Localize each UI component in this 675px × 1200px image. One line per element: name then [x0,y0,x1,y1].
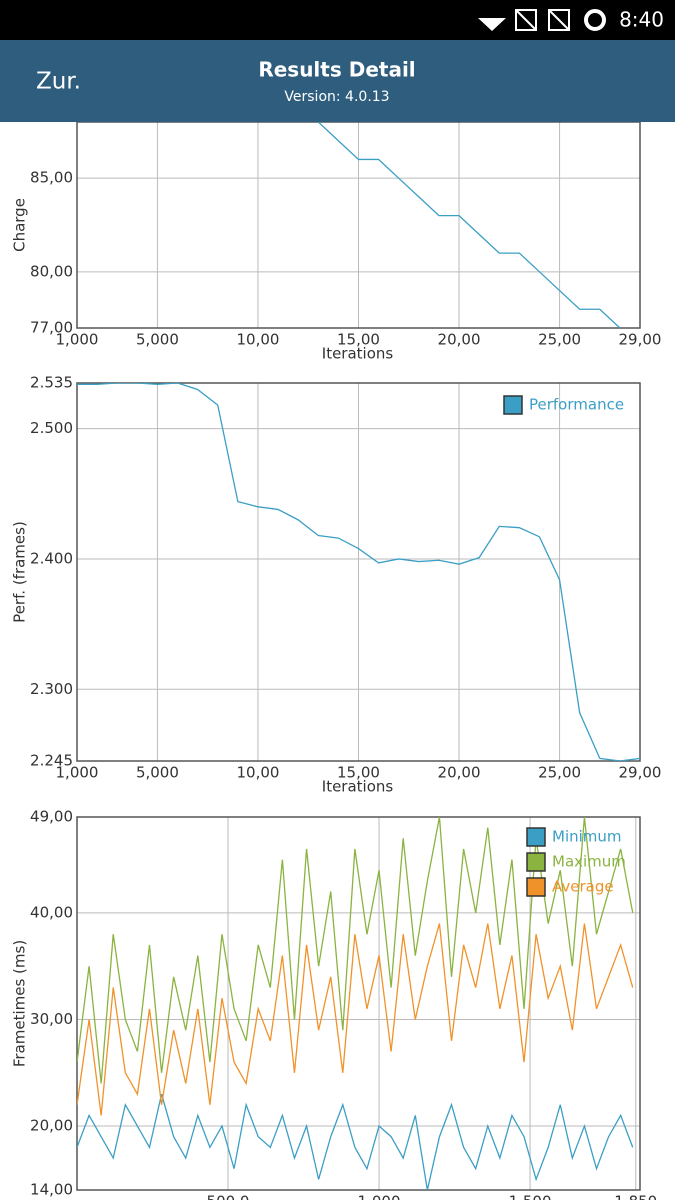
clock: 8:40 [619,8,664,32]
data-line [77,1093,634,1190]
data-line [77,817,634,1084]
signal-icon [515,9,537,31]
x-tick-label: 1,000 [56,764,99,782]
y-tick-label: 2.535 [30,374,73,392]
x-tick-label: 500,0 [207,1193,250,1200]
x-tick-label: 25,00 [538,331,581,349]
y-tick-label: 77,00 [30,319,73,337]
x-tick-label: 15,00 [337,764,380,782]
legend-swatch [526,877,546,897]
signal-icon-slash [548,9,570,31]
x-tick-label: 25,00 [538,764,581,782]
x-tick-label: 29,00 [619,331,662,349]
x-tick-label: 5,000 [136,764,179,782]
x-tick-label: 1,500 [509,1193,552,1200]
signal-icon-slash [515,9,537,31]
y-tick-label: 2.245 [30,752,73,770]
legend-label: Minimum [552,828,622,846]
legend-swatch [503,395,523,415]
y-tick-label: 49,00 [30,808,73,826]
x-tick-label: 1,850 [614,1193,657,1200]
data-line [317,122,621,328]
legend-label: Average [552,878,614,896]
legend-label: Maximum [552,853,626,871]
y-tick-label: 2.400 [30,549,73,567]
y-tick-label: 2.500 [30,419,73,437]
y-tick-label: 14,00 [30,1181,73,1199]
legend-swatch [526,827,546,847]
x-tick-label: 5,000 [136,331,179,349]
legend-label: Performance [529,396,624,414]
x-tick-label: 10,00 [236,764,279,782]
signal-icon [548,9,570,31]
y-axis-label: Frametimes (ms) [11,940,29,1067]
battery-icon [584,9,606,31]
plot-frame [76,816,641,1191]
x-tick-label: 20,00 [438,764,481,782]
y-tick-label: 20,00 [30,1117,73,1135]
data-line [77,383,640,761]
x-tick-label: 1,000 [358,1193,401,1200]
y-tick-label: 80,00 [30,262,73,280]
back-button[interactable]: Zur. [36,69,81,95]
data-line [77,923,634,1116]
x-axis-label: Iterations [322,778,394,796]
app-title: Results Detail [258,58,415,82]
y-tick-label: 2.300 [30,680,73,698]
y-tick-label: 30,00 [30,1010,73,1028]
x-tick-label: 10,00 [236,331,279,349]
legend-swatch [526,852,546,872]
y-tick-label: 40,00 [30,903,73,921]
y-axis-label: Perf. (frames) [11,521,29,623]
chart: 85,00 80,00 77,001,000 5,000 10,00 15,00 20,00… [11,121,662,363]
status-bar [0,0,675,40]
app-subtitle: Version: 4.0.13 [284,89,389,105]
x-tick-label: 1,000 [56,331,99,349]
x-tick-label: 29,00 [619,764,662,782]
y-axis-label: Charge [11,198,29,252]
y-tick-label: 85,00 [30,169,73,187]
chart: 49,00 40,00 30,00 20,00 14,00 500,0 1,000 1,500… [11,808,658,1200]
wifi-icon [478,18,506,31]
x-axis-label: Iterations [322,345,394,363]
x-tick-label: 15,00 [337,331,380,349]
plot-frame [76,382,641,762]
app-bar [0,40,675,122]
x-tick-label: 20,00 [438,331,481,349]
